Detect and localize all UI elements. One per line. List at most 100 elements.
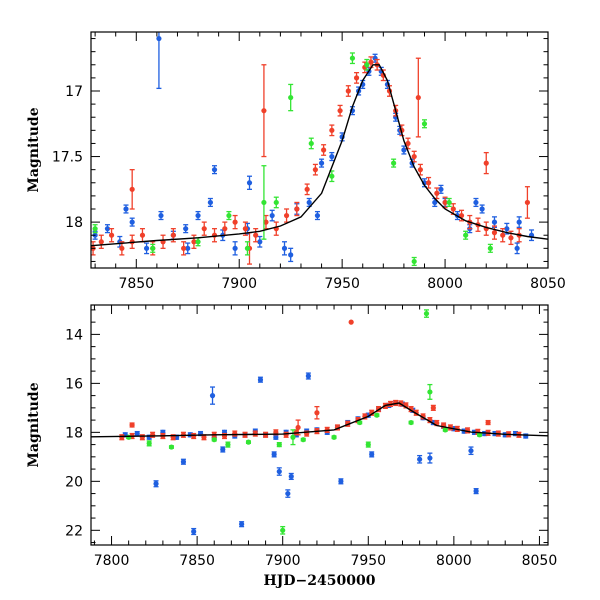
x-tick-label: 8050 (530, 276, 566, 292)
outlier-point (338, 478, 344, 484)
data-point (288, 252, 294, 258)
data-point (514, 245, 520, 251)
model-curve (91, 402, 548, 438)
data-point (306, 199, 312, 206)
data-point (191, 239, 197, 245)
data-point (318, 160, 325, 166)
data-point (442, 427, 448, 433)
outlier-point (285, 490, 291, 497)
data-point (158, 212, 164, 219)
y-tick-label: 20 (65, 474, 83, 490)
data-point (353, 75, 360, 81)
data-point (246, 180, 253, 186)
data-point (368, 59, 374, 65)
y-axis: 14 16 18 20 22 (65, 309, 548, 544)
x-tick-label: 7800 (94, 553, 130, 569)
data-point (253, 232, 259, 238)
plot-area (91, 32, 548, 267)
x-tick-label: 8050 (522, 553, 558, 569)
data-point (473, 199, 479, 206)
outlier-point (261, 199, 267, 206)
data-point (232, 245, 238, 251)
outlier-point (280, 527, 286, 533)
data-point (450, 206, 456, 212)
data-point (273, 199, 279, 206)
outlier-point (146, 440, 152, 446)
outlier-point (257, 377, 264, 383)
outlier-point (524, 199, 531, 206)
data-point (257, 239, 263, 245)
data-point (364, 62, 370, 68)
x-tick-label: 7900 (265, 553, 301, 569)
data-point (405, 140, 411, 147)
data-point (516, 219, 522, 225)
data-point (304, 186, 310, 192)
data-point (207, 199, 213, 206)
data-series (91, 56, 531, 265)
outlier-point (365, 441, 371, 448)
data-point (504, 226, 510, 232)
data-point (119, 434, 125, 440)
data-point (245, 439, 252, 445)
data-point (479, 206, 485, 212)
outlier-point (220, 446, 226, 453)
data-point (242, 226, 248, 232)
outlier-point (314, 410, 320, 416)
data-point (211, 167, 218, 173)
data-point (168, 444, 175, 450)
x-tick-label: 7850 (179, 553, 215, 569)
data-point (139, 232, 146, 238)
data-point (119, 245, 125, 251)
data-point (329, 127, 335, 133)
outlier-point (483, 160, 489, 166)
x-tick-label: 8000 (427, 276, 463, 292)
x-tick-label: 7900 (221, 276, 257, 292)
outlier-point (261, 108, 267, 114)
data-point (432, 199, 438, 206)
data-point (185, 245, 191, 251)
data-point (426, 180, 432, 186)
top-panel: 7850 7900 7950 8000 8050 17 17.5 18 Magnitude (26, 31, 566, 292)
x-axis: 7800 7850 7900 7950 8000 8050 (94, 305, 558, 569)
data-point (476, 432, 483, 438)
data-point (500, 232, 506, 238)
outlier-point (180, 459, 187, 465)
data-point (269, 212, 275, 219)
data-point (123, 206, 129, 212)
outlier-point (417, 456, 423, 462)
data-point (183, 226, 189, 232)
outlier-point (191, 528, 197, 535)
data-point (232, 430, 238, 437)
data-point (294, 206, 300, 212)
outlier-point (473, 488, 479, 494)
data-point (391, 160, 397, 166)
x-axis-label: HJD−2450000 (264, 573, 376, 589)
data-point (263, 219, 269, 225)
data-series (92, 52, 493, 267)
data-point (434, 190, 440, 196)
data-series (126, 309, 483, 535)
data-point (211, 437, 217, 443)
bottom-panel: 7800 7850 7900 7950 8000 8050 14 16 18 20 22 Magnit… (26, 304, 558, 589)
data-point (252, 430, 258, 437)
data-point (222, 226, 228, 232)
data-point (283, 212, 290, 219)
y-tick-label: 17.5 (52, 150, 83, 166)
x-tick-label: 7850 (118, 276, 154, 292)
data-point (232, 219, 238, 225)
data-point (329, 153, 335, 160)
data-point (276, 441, 282, 448)
plot-frame (90, 31, 549, 269)
data-point (288, 94, 294, 101)
outlier-point (129, 186, 135, 192)
data-point (442, 199, 448, 206)
y-axis-label: Magnitude (26, 382, 42, 467)
outlier-point (369, 451, 375, 457)
data-point (458, 212, 465, 219)
data-point (92, 226, 98, 232)
y-axis: 17 17.5 18 (52, 38, 548, 262)
data-point (281, 245, 288, 251)
outlier-point (295, 424, 301, 431)
plot-area (91, 309, 548, 536)
outlier-point (430, 405, 436, 411)
